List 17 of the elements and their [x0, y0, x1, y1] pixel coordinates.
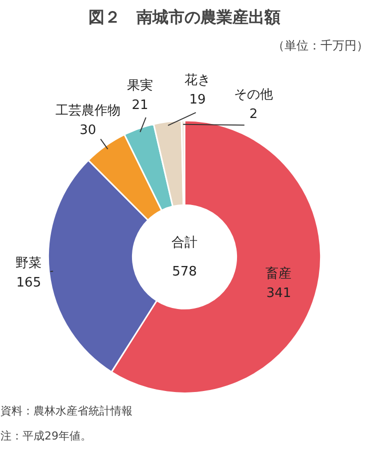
- text: 注：平成29年値。: [0, 430, 92, 442]
- slice-label: 果実: [127, 78, 154, 94]
- data-label: 30: [80, 122, 96, 138]
- slice-label: 工芸農作物: [55, 104, 120, 119]
- data-label: 165: [16, 276, 42, 291]
- text: 合計 578: [172, 236, 198, 280]
- slice-label: その他: [234, 88, 273, 103]
- data-label: 341: [266, 286, 292, 302]
- chart-title: 図２ 南城市の農業産出額: [88, 8, 280, 26]
- text: 資料：農林水産省統計情報: [0, 404, 132, 418]
- slice-label: 畜産: [266, 266, 292, 282]
- data-label: 2: [249, 107, 258, 122]
- chart-subtitle: （単位：千万円）: [272, 38, 368, 52]
- slice-label: 花き: [184, 73, 211, 88]
- data-label: 19: [189, 92, 206, 108]
- data-label: 21: [132, 98, 148, 114]
- slice-label: 野菜: [16, 256, 42, 272]
